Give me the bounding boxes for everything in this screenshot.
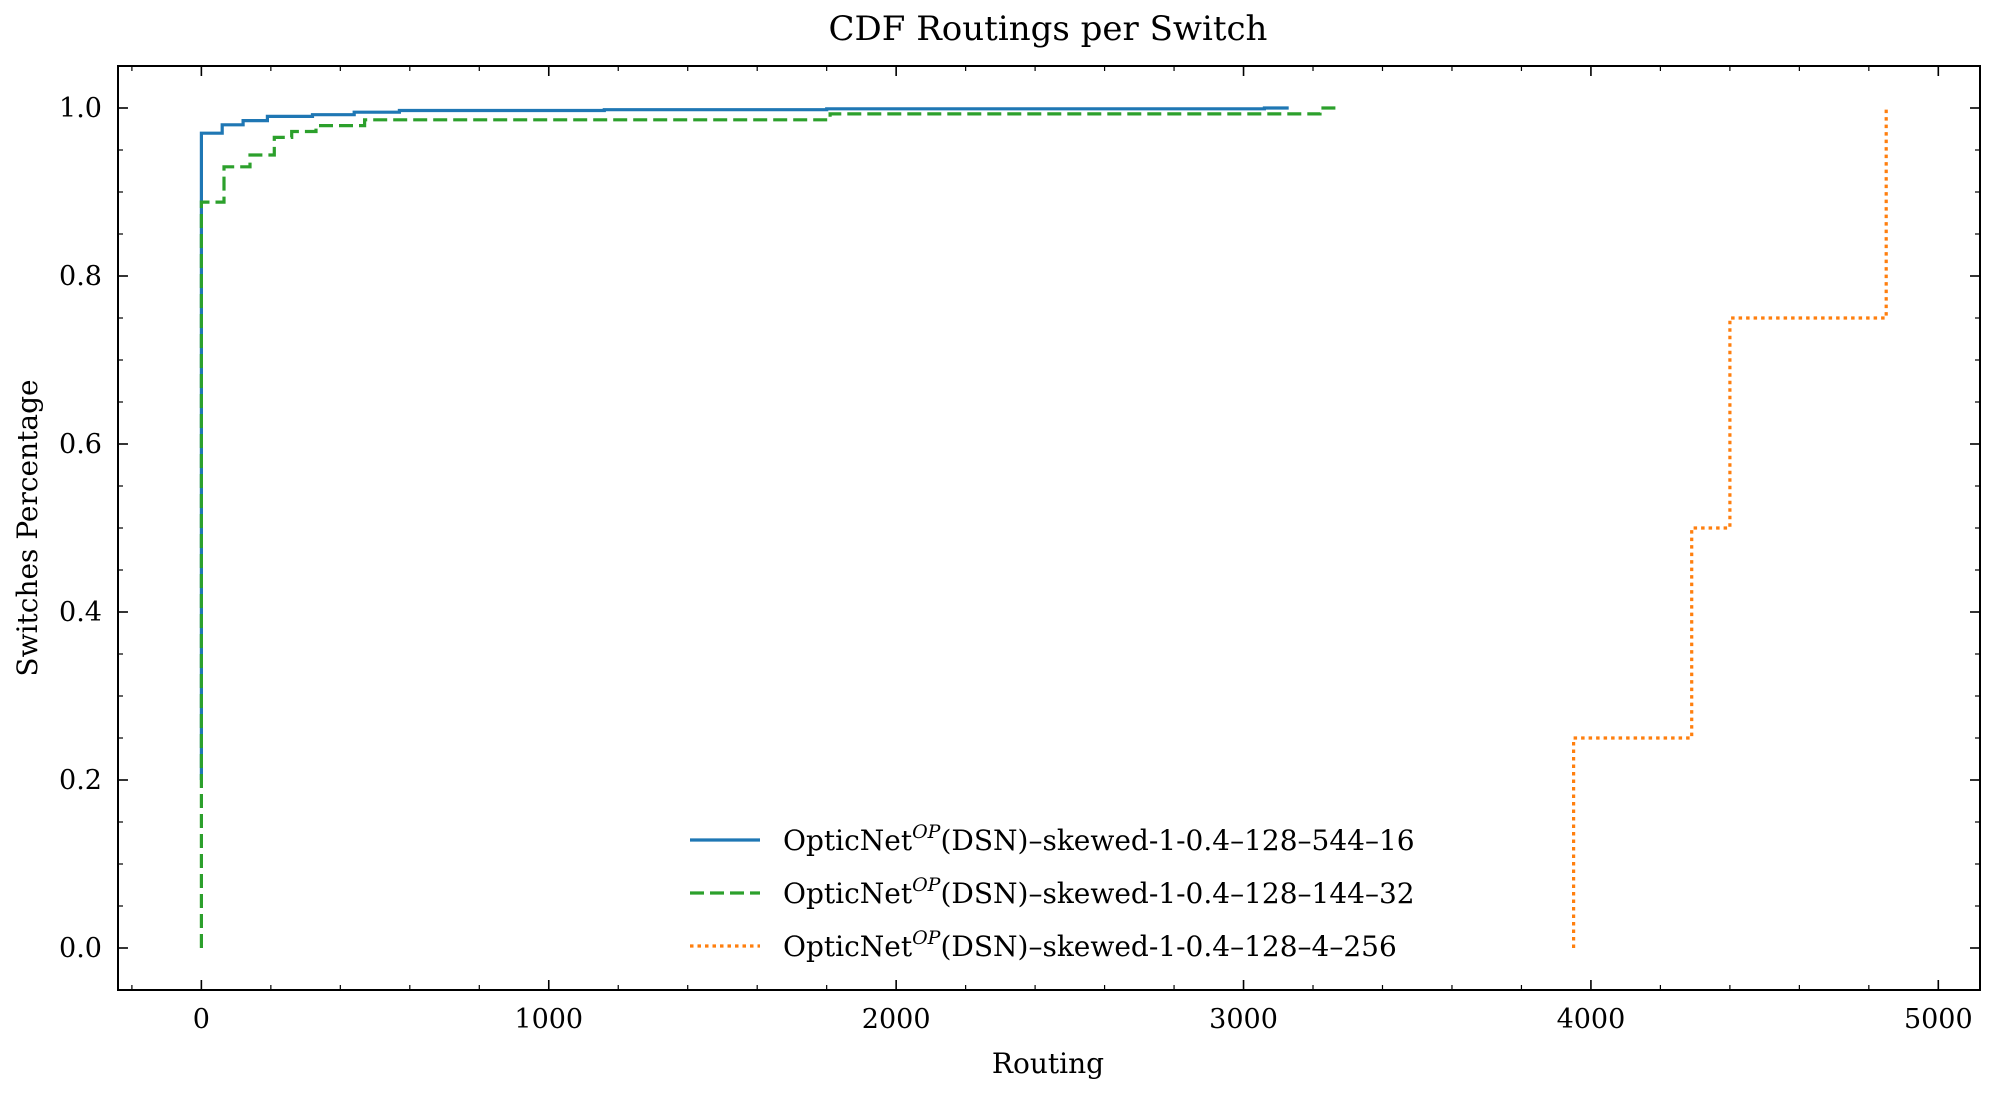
x-tick-label: 5000: [1904, 1004, 1973, 1035]
plot-frame: [117, 65, 1981, 991]
x-tick-label: 0: [193, 1004, 210, 1035]
y-tick-label: 0.2: [59, 765, 102, 796]
y-tick-label: 0.4: [59, 597, 102, 628]
legend: OpticNetOP(DSN)–skewed-1-0.4–128–544–16 O…: [690, 821, 1415, 963]
series-line-1: [199, 106, 1341, 948]
series-layer: [199, 106, 1888, 948]
y-tick-label: 0.0: [59, 933, 102, 964]
series-line-0: [199, 106, 1289, 780]
chart-title: CDF Routings per Switch: [829, 9, 1268, 49]
legend-label-1: OpticNetOP(DSN)–skewed-1-0.4–128–144–32: [783, 874, 1415, 910]
x-tick-label: 3000: [1209, 1004, 1278, 1035]
series-line-2: [1571, 108, 1888, 948]
y-tick-label: 1.0: [59, 93, 102, 124]
ticks-layer: 0 1000 2000 3000 4000 5000 0.0 0.2 0.4 0.6 0.8 1.0: [59, 66, 1980, 1035]
x-axis-label: Routing: [992, 1047, 1104, 1080]
x-tick-label: 4000: [1557, 1004, 1626, 1035]
x-tick-label: 1000: [514, 1004, 583, 1035]
y-tick-label: 0.8: [59, 261, 102, 292]
y-tick-label: 0.6: [59, 429, 102, 460]
y-axis-label: Switches Percentage: [11, 379, 44, 676]
x-tick-label: 2000: [862, 1004, 931, 1035]
legend-label-2: OpticNetOP(DSN)–skewed-1-0.4–128–4–256: [783, 927, 1397, 963]
legend-label-0: OpticNetOP(DSN)–skewed-1-0.4–128–544–16: [783, 821, 1415, 857]
